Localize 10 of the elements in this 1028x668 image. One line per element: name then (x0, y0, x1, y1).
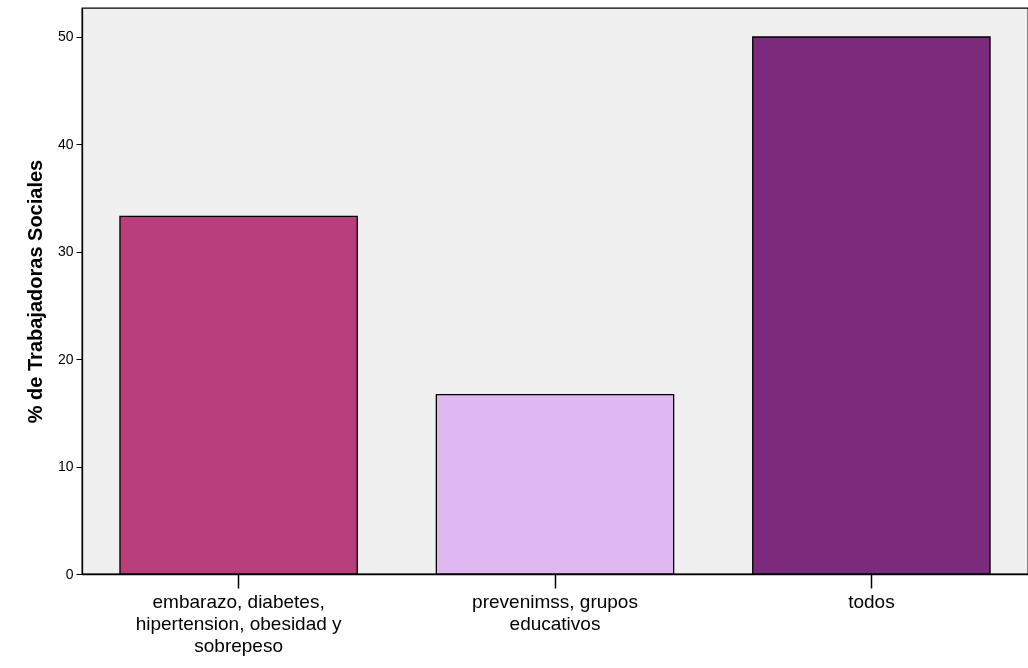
y-tick-label: 50 (57, 28, 74, 45)
y-tick-label: 20 (57, 350, 74, 367)
y-tick-label: 40 (57, 135, 74, 152)
y-axis-title: % de Trabajadoras Sociales (23, 159, 46, 424)
y-tick-label: 30 (57, 243, 74, 260)
y-tick-label: 0 (65, 565, 74, 582)
x-tick-label: embarazo, diabetes, hipertension, obesidad y sobrepeso (135, 590, 343, 656)
x-tick-label: todos (848, 590, 895, 612)
y-tick-label: 10 (57, 458, 74, 475)
x-tick-label: prevenimss, grupos educativos (472, 590, 638, 634)
